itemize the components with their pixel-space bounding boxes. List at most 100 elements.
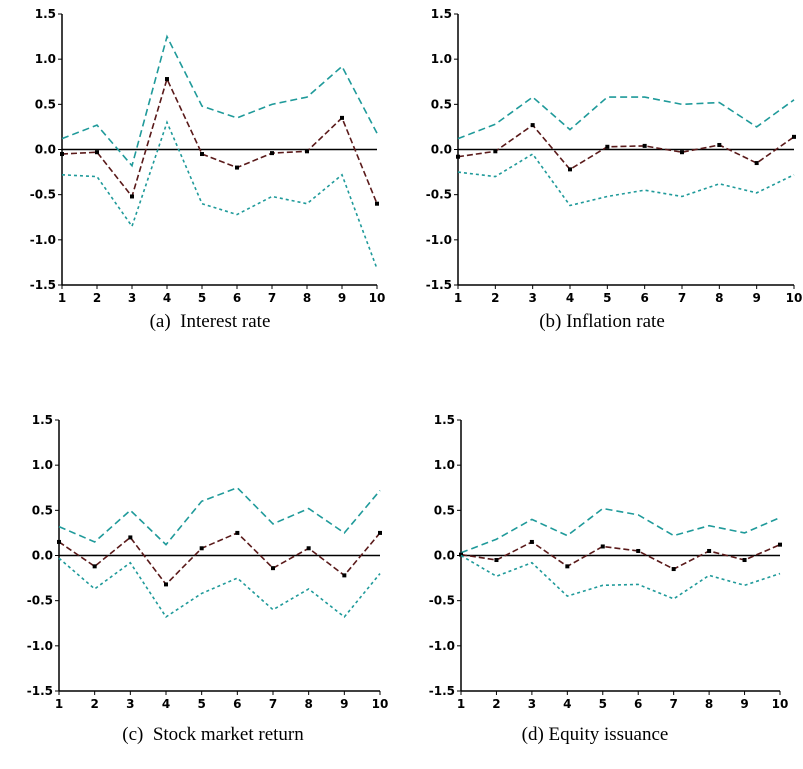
y-tick-label: -1.5 <box>429 684 455 698</box>
y-tick-label: -0.5 <box>426 188 452 202</box>
x-tick-label: 4 <box>163 291 171 305</box>
data-point <box>565 564 570 569</box>
x-tick-label: 1 <box>457 697 465 711</box>
y-tick-label: 1.0 <box>32 458 53 472</box>
data-point <box>493 149 498 154</box>
x-tick-label: 2 <box>491 291 499 305</box>
x-tick-label: 2 <box>90 697 98 711</box>
y-tick-label: -1.0 <box>27 639 53 653</box>
data-point <box>235 165 239 170</box>
x-tick-label: 5 <box>198 291 206 305</box>
x-tick-label: 6 <box>640 291 648 305</box>
data-point <box>459 552 463 557</box>
data-point <box>754 161 759 166</box>
data-point <box>306 546 311 551</box>
x-tick-label: 3 <box>126 697 134 711</box>
data-point <box>95 150 99 155</box>
y-tick-label: 0.5 <box>35 97 56 111</box>
data-point <box>271 566 275 571</box>
data-point <box>305 149 309 154</box>
x-tick-label: 4 <box>563 697 571 711</box>
series-line-upper <box>460 507 781 554</box>
y-tick-label: -1.0 <box>429 639 455 653</box>
chart-svg-inflation-rate: 1.5 1.0 0.5 0.0 -0.5 -1.0 -1.51 2 3 4 5 6 7 8 9 10 <box>426 7 803 305</box>
data-point <box>235 530 240 535</box>
x-tick-label: 7 <box>269 697 277 711</box>
series-line-lower <box>61 120 378 270</box>
data-point <box>128 535 133 540</box>
data-point <box>130 194 134 199</box>
series-line-lower <box>58 557 381 619</box>
x-tick-label: 6 <box>233 291 241 305</box>
x-tick-label: 6 <box>233 697 241 711</box>
y-tick-label: 0.0 <box>431 143 452 157</box>
y-tick-label: -0.5 <box>429 594 455 608</box>
x-tick-label: 8 <box>303 291 311 305</box>
x-tick-label: 1 <box>58 291 66 305</box>
y-tick-label: -0.5 <box>27 594 53 608</box>
data-point <box>529 539 534 544</box>
data-point <box>717 142 722 147</box>
x-tick-label: 7 <box>678 291 686 305</box>
x-tick-label: 6 <box>634 697 642 711</box>
y-tick-label: -1.5 <box>426 278 452 292</box>
caption-equity-issuance: (d) Equity issuance <box>521 724 669 745</box>
y-tick-label: -1.5 <box>30 278 56 292</box>
x-tick-label: 5 <box>603 291 611 305</box>
series-line-upper <box>58 486 381 546</box>
x-tick-label: 10 <box>369 291 386 305</box>
y-tick-label: 1.0 <box>35 52 56 66</box>
x-tick-label: 4 <box>162 697 170 711</box>
x-tick-label: 9 <box>740 697 748 711</box>
x-tick-label: 10 <box>772 697 789 711</box>
data-point <box>456 154 460 159</box>
caption-interest-rate: (a) Interest rate <box>149 311 271 332</box>
y-tick-label: -1.0 <box>426 233 452 247</box>
series-line-response <box>58 531 381 586</box>
series-line-lower <box>457 152 795 207</box>
data-point <box>92 564 97 569</box>
x-tick-label: 9 <box>752 291 760 305</box>
y-tick-label: 1.5 <box>32 413 53 427</box>
chart-svg-stock-market-return: 1.5 1.0 0.5 0.0 -0.5 -1.0 -1.51 2 3 4 5 6 7 8 9 10 <box>27 413 389 711</box>
chart-panel-stock-market-return: 1.5 1.0 0.5 0.0 -0.5 -1.0 -1.5 1 2 3 4 5 6 7 8 9 10 <box>0 410 400 711</box>
chart-panel-interest-rate: 1.5 1.0 0.5 0.0 -0.5 -1.0 -1.5 1 2 3 4 5 6 7 8 9 10 <box>0 0 400 305</box>
chart-svg-equity-issuance: 1.5 1.0 0.5 0.0 -0.5 -1.0 -1.51 2 3 4 5 6 7 8 9 10 <box>429 413 789 711</box>
x-tick-label: 8 <box>705 697 713 711</box>
x-tick-label: 9 <box>340 697 348 711</box>
data-point <box>671 567 676 572</box>
data-point <box>378 530 382 535</box>
series-line-upper <box>61 34 378 168</box>
x-tick-label: 5 <box>599 697 607 711</box>
x-tick-label: 2 <box>93 291 101 305</box>
series-line-response <box>61 76 378 205</box>
data-point <box>494 558 499 563</box>
data-point <box>642 143 647 148</box>
x-tick-label: 3 <box>528 291 536 305</box>
x-tick-label: 3 <box>528 697 536 711</box>
data-point <box>636 548 641 553</box>
y-tick-label: 0.0 <box>32 549 53 563</box>
series-line-response <box>457 124 795 171</box>
x-tick-label: 9 <box>338 291 346 305</box>
y-tick-label: -1.5 <box>27 684 53 698</box>
series-line-response <box>460 541 781 570</box>
data-point <box>60 152 64 157</box>
data-point <box>605 144 610 149</box>
x-tick-label: 1 <box>55 697 63 711</box>
y-tick-label: 1.0 <box>434 458 455 472</box>
x-tick-label: 1 <box>454 291 462 305</box>
data-point <box>778 542 782 547</box>
y-tick-label: 1.0 <box>431 52 452 66</box>
data-point <box>792 134 796 139</box>
series-line-lower <box>460 554 781 600</box>
data-point <box>530 123 535 128</box>
x-tick-label: 7 <box>669 697 677 711</box>
chart-panel-inflation-rate: 1.5 1.0 0.5 0.0 -0.5 -1.0 -1.5 1 2 3 4 5 6 7 8 9 10 <box>400 0 803 305</box>
data-point <box>199 546 204 551</box>
data-point <box>742 558 747 563</box>
chart-panel-equity-issuance: 1.5 1.0 0.5 0.0 -0.5 -1.0 -1.5 1 2 3 4 5 6 7 8 9 10 <box>400 410 803 711</box>
y-tick-label: 0.5 <box>434 503 455 517</box>
x-tick-label: 10 <box>372 697 389 711</box>
data-point <box>164 582 168 587</box>
